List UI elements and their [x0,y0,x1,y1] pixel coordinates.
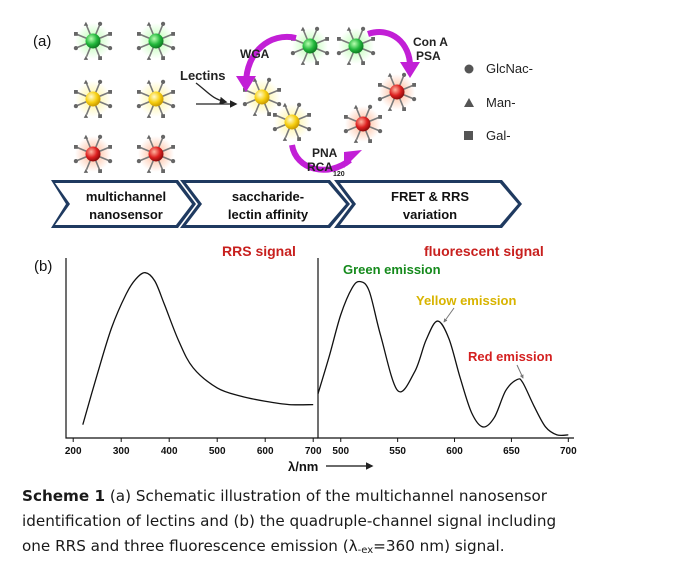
nanoparticle-yellow [272,102,312,141]
lectins-label: Lectins [180,68,226,83]
nanoparticle-group [73,21,417,173]
chevron-2: saccharide- lectin affinity [180,180,350,228]
caption-line1: (a) Schematic illustration of the multic… [105,487,548,505]
rca-subscript: 120 [333,171,345,178]
fluor-axes [317,258,574,439]
caption-bold: Scheme 1 [22,487,106,505]
nanoparticle-green [290,26,330,65]
x-tick-label: 600 [446,446,463,457]
psa-label: PSA [416,49,441,63]
x-tick-label: 300 [113,446,130,457]
cona-arrowhead [400,62,420,78]
x-tick-label: 600 [257,446,274,457]
caption-line3-sub: -ex [357,545,374,556]
rrs-title: RRS signal [222,243,296,259]
pna-label: PNA [312,146,338,160]
legend-square-icon [464,131,473,140]
x-tick-label: 200 [65,446,82,457]
x-tick-label: 500 [332,446,349,457]
nanoparticle-yellow [73,79,113,118]
nanoparticle-green [73,21,113,60]
chevron-2-line2: lectin affinity [228,207,309,222]
rrs-x-ticks: 200 300 400 500 600 700 [65,438,322,457]
rrs-series-line [82,272,314,425]
pna-arrowhead [344,150,362,168]
x-tick-label: 500 [209,446,226,457]
chevron-3-line2: variation [403,207,457,222]
cona-arrow [367,29,413,67]
chevron-1-line1: multichannel [86,189,166,204]
figure-caption: Scheme 1 (a) Schematic illustration of t… [22,484,662,563]
fluor-title: fluorescent signal [424,243,544,259]
fluor-x-ticks: 500 550 600 650 700 [332,438,577,457]
green-emission-label: Green emission [343,262,441,277]
x-tick-label: 550 [389,446,406,457]
legend-triangle-icon [464,98,474,107]
x-tick-label: 650 [503,446,520,457]
rrs-axes [65,258,318,439]
legend-label-gal: Gal- [486,128,511,143]
fluor-series-line [317,280,569,437]
nanoparticle-red [343,104,383,143]
red-emission-label: Red emission [468,349,553,364]
nanoparticle-green [136,21,176,60]
nanoparticle-red [73,134,113,173]
caption-line3-post: =360 nm) signal. [373,537,505,555]
panel-a-label: (a) [33,33,51,50]
x-tick-label: 700 [560,446,577,457]
red-pointer [516,364,524,379]
legend: GlcNac- Man- Gal- [464,61,533,143]
chevron-1: multichannel nanosensor [51,180,196,228]
wga-label: WGA [240,47,270,61]
pna-arrow [289,144,352,173]
yellow-pointer [443,307,455,323]
wga-arrow [243,33,297,85]
rca-label: RCA120 [307,160,345,178]
x-tick-label: 400 [161,446,178,457]
x-axis-label: λ/nm [288,459,318,474]
caption-line3-pre: one RRS and three fluorescence emission … [22,537,358,555]
nanoparticle-yellow [242,77,282,116]
caption-line2: identification of lectins and (b) the qu… [22,512,557,530]
lectins-arrow [195,82,228,105]
yellow-emission-label: Yellow emission [416,293,516,308]
panel-b-label: (b) [34,258,52,275]
chevron-3: FRET & RRS variation [334,180,522,228]
legend-circle-icon [464,64,474,74]
legend-label-man: Man- [486,95,516,110]
rrs-plot: 200 300 400 500 600 700 RRS signal [65,243,322,457]
nanoparticle-green [336,26,376,65]
nanoparticle-red [136,134,176,173]
cona-label: Con A [413,35,448,49]
fluor-plot: 500 550 600 650 700 fluorescent signal Green… [317,243,577,457]
legend-label-glcnac: GlcNac- [486,61,533,76]
nanoparticle-red [377,72,417,111]
chevron-3-line1: FRET & RRS [391,189,469,204]
wga-arrowhead [236,76,256,92]
x-tick-label: 700 [305,446,322,457]
nanoparticle-yellow [136,79,176,118]
chevron-2-line1: saccharide- [232,189,304,204]
rca-main: RCA [307,160,333,174]
chevron-1-line2: nanosensor [89,207,163,222]
